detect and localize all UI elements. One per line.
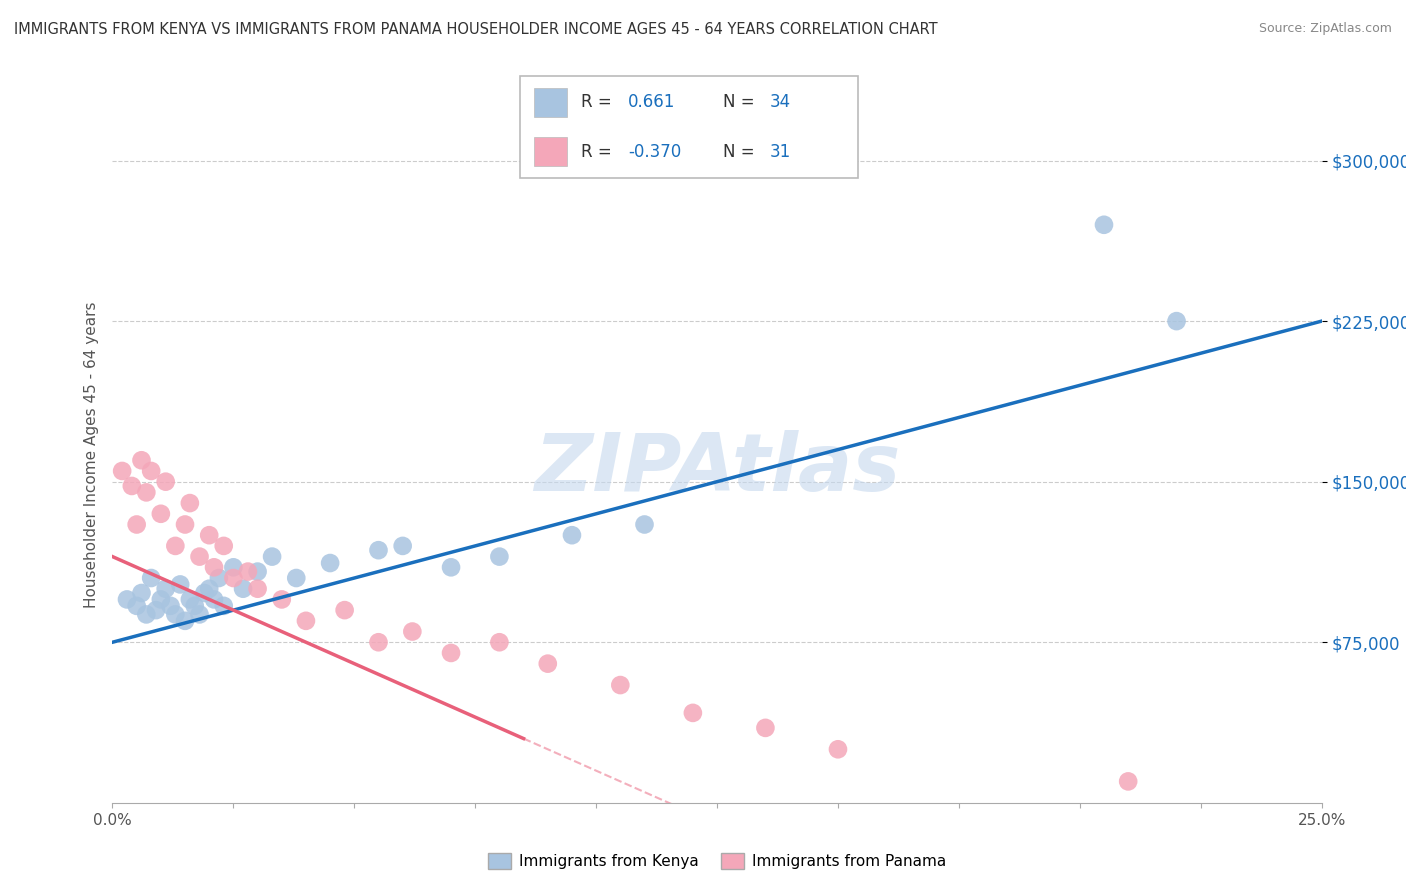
Point: [333, 603, 356, 617]
Point: [198, 582, 221, 596]
Point: [319, 556, 342, 570]
Y-axis label: Householder Income Ages 45 - 64 years: Householder Income Ages 45 - 64 years: [83, 301, 98, 608]
Point: [488, 635, 510, 649]
Point: [131, 586, 153, 600]
Text: 34: 34: [770, 94, 792, 112]
Point: [754, 721, 776, 735]
Text: Source: ZipAtlas.com: Source: ZipAtlas.com: [1258, 22, 1392, 36]
Point: [440, 646, 463, 660]
Point: [149, 507, 172, 521]
Point: [125, 517, 148, 532]
Text: -0.370: -0.370: [628, 143, 682, 161]
Point: [401, 624, 423, 639]
Point: [141, 571, 163, 585]
Point: [198, 528, 221, 542]
Point: [561, 528, 583, 542]
Point: [367, 543, 389, 558]
Text: ZIPAtlas: ZIPAtlas: [534, 430, 900, 508]
Point: [165, 607, 187, 622]
Point: [159, 599, 181, 613]
Point: [131, 453, 153, 467]
Point: [188, 549, 211, 564]
Point: [609, 678, 631, 692]
Point: [111, 464, 134, 478]
Point: [188, 607, 211, 622]
Point: [174, 517, 197, 532]
Point: [262, 549, 284, 564]
Point: [125, 599, 148, 613]
FancyBboxPatch shape: [520, 76, 858, 178]
Point: [193, 586, 215, 600]
Point: [115, 592, 138, 607]
Text: IMMIGRANTS FROM KENYA VS IMMIGRANTS FROM PANAMA HOUSEHOLDER INCOME AGES 45 - 64 : IMMIGRANTS FROM KENYA VS IMMIGRANTS FROM…: [14, 22, 938, 37]
Point: [1116, 774, 1139, 789]
FancyBboxPatch shape: [534, 137, 568, 166]
Point: [827, 742, 849, 756]
Point: [183, 599, 205, 613]
Point: [367, 635, 389, 649]
Point: [202, 560, 225, 574]
Point: [212, 599, 235, 613]
Point: [537, 657, 560, 671]
Point: [135, 485, 157, 500]
Point: [165, 539, 187, 553]
Text: 0.661: 0.661: [628, 94, 675, 112]
Point: [135, 607, 157, 622]
Point: [246, 582, 269, 596]
Point: [141, 464, 163, 478]
Point: [488, 549, 510, 564]
Point: [155, 475, 177, 489]
Text: N =: N =: [723, 94, 759, 112]
Point: [236, 565, 259, 579]
Point: [391, 539, 413, 553]
Point: [169, 577, 191, 591]
Point: [208, 571, 231, 585]
Point: [222, 560, 245, 574]
Point: [121, 479, 143, 493]
Point: [285, 571, 308, 585]
Point: [149, 592, 172, 607]
FancyBboxPatch shape: [534, 88, 568, 117]
Text: 31: 31: [770, 143, 792, 161]
Legend: Immigrants from Kenya, Immigrants from Panama: Immigrants from Kenya, Immigrants from P…: [482, 847, 952, 875]
Point: [633, 517, 655, 532]
Text: R =: R =: [581, 143, 617, 161]
Point: [682, 706, 704, 720]
Text: N =: N =: [723, 143, 759, 161]
Point: [1092, 218, 1115, 232]
Point: [440, 560, 463, 574]
Point: [295, 614, 318, 628]
Point: [145, 603, 167, 617]
Point: [222, 571, 245, 585]
Point: [270, 592, 292, 607]
Point: [232, 582, 254, 596]
Point: [155, 582, 177, 596]
Text: R =: R =: [581, 94, 617, 112]
Point: [179, 592, 201, 607]
Point: [202, 592, 225, 607]
Point: [212, 539, 235, 553]
Point: [1166, 314, 1188, 328]
Point: [174, 614, 197, 628]
Point: [179, 496, 201, 510]
Point: [246, 565, 269, 579]
